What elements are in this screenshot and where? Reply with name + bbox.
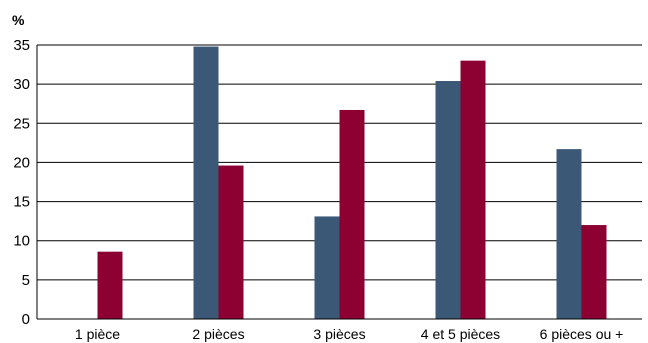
- bar: [460, 60, 486, 320]
- y-tick-label: 0: [22, 311, 30, 328]
- bar: [435, 81, 461, 319]
- x-category-label: 3 pièces: [313, 326, 365, 342]
- bar: [193, 46, 219, 320]
- y-tick-label: 15: [13, 194, 30, 211]
- x-category-label: 1 pièce: [75, 326, 120, 342]
- y-tick-label: 30: [13, 76, 30, 93]
- y-tick-label: 5: [22, 272, 30, 289]
- bars: [97, 46, 607, 320]
- y-unit-label: %: [12, 12, 25, 28]
- y-tick-label: 35: [13, 37, 30, 54]
- x-axis-labels: 1 pièce 2 pièces 3 pièces 4 et 5 pièces 6 pi…: [75, 326, 623, 342]
- x-category-label: 6 pièces ou +: [540, 326, 624, 342]
- bar: [339, 109, 365, 319]
- bar: [581, 225, 607, 319]
- x-category-label: 4 et 5 pièces: [421, 326, 500, 342]
- bar: [556, 149, 582, 319]
- y-tick-label: 20: [13, 154, 30, 171]
- y-tick-label: 25: [13, 115, 30, 132]
- y-axis-ticks: 0 5 10 15 20 25 30 35: [13, 37, 30, 328]
- x-category-label: 2 pièces: [192, 326, 244, 342]
- bar: [314, 216, 340, 319]
- bar: [97, 251, 123, 319]
- bar: [218, 165, 244, 319]
- y-tick-label: 10: [13, 233, 30, 250]
